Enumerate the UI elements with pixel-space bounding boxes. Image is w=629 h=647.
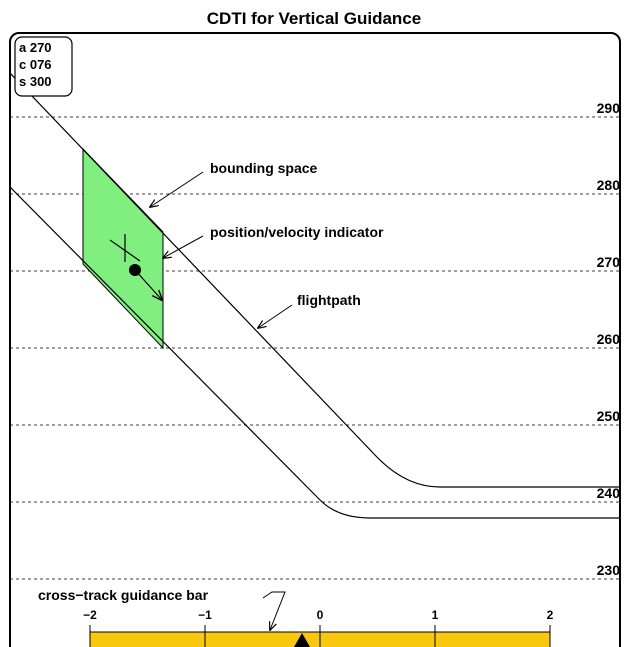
annotation: position/velocity indicator xyxy=(210,224,384,240)
guidance-tick-label: −1 xyxy=(198,608,212,622)
info-line: s 300 xyxy=(19,74,52,89)
title: CDTI for Vertical Guidance xyxy=(207,9,421,28)
info-line: c 076 xyxy=(19,57,52,72)
info-box xyxy=(14,36,73,97)
guidance-tick-label: −2 xyxy=(83,608,97,622)
altitude-label: 260 xyxy=(597,331,621,347)
position-dot xyxy=(129,264,141,276)
guidance-tick-label: 1 xyxy=(432,608,439,622)
guidance-tick-label: 2 xyxy=(547,608,554,622)
altitude-label: 230 xyxy=(597,562,621,578)
annotation: flightpath xyxy=(297,292,361,308)
altitude-label: 270 xyxy=(597,254,621,270)
guidance-marker xyxy=(294,633,310,647)
guidance-tick-label: 0 xyxy=(317,608,324,622)
flightpath-upper xyxy=(10,72,620,488)
altitude-label: 290 xyxy=(597,100,621,116)
guidance-ticks: −2 −1 0 1 2 xyxy=(83,608,554,647)
altitude-label: 280 xyxy=(597,177,621,193)
info-lines: a 270 c 076 s 300 xyxy=(19,40,52,89)
annotation: cross−track guidance bar xyxy=(38,587,209,603)
info-line: a 270 xyxy=(19,40,52,55)
velocity-vector xyxy=(134,269,162,300)
flightpath-lower xyxy=(10,186,620,519)
annotation-arrow xyxy=(262,591,286,630)
altitude-label: 250 xyxy=(597,408,621,424)
altitude-label: 240 xyxy=(597,485,621,501)
display-frame xyxy=(9,32,621,647)
indicator-tick xyxy=(109,239,141,262)
annotation-arrow xyxy=(163,235,204,258)
annotation-arrow xyxy=(150,171,204,207)
annotation-arrow xyxy=(258,304,293,328)
annotation: bounding space xyxy=(210,160,318,176)
